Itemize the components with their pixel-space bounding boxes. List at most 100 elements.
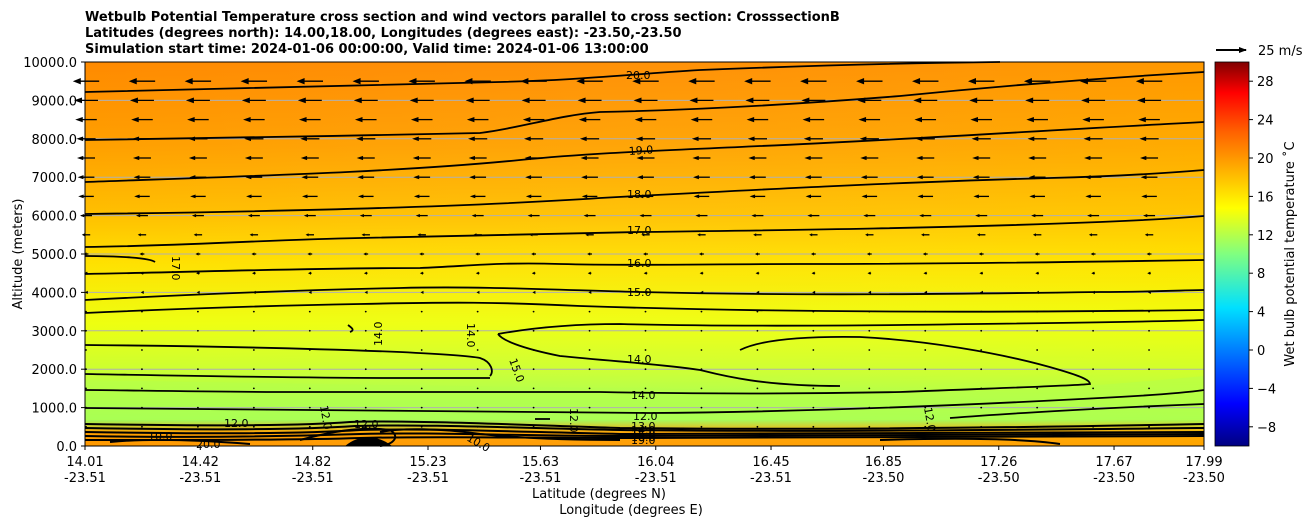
wind-vector — [1084, 155, 1103, 161]
wind-vector — [476, 387, 479, 390]
wind-vector — [308, 425, 311, 428]
quiver-key-label: 25 m/s — [1258, 44, 1303, 59]
wind-vector — [755, 252, 760, 256]
wind-vector — [188, 136, 208, 142]
wind-vector — [197, 425, 199, 428]
wind-vector — [1035, 290, 1039, 294]
wind-vector — [364, 368, 367, 371]
colorbar-tick-label: 16 — [1257, 190, 1274, 205]
wind-vector — [691, 136, 712, 142]
wind-vector — [532, 290, 536, 294]
wind-vector — [1141, 194, 1157, 199]
colorbar-tick-label: 8 — [1257, 267, 1265, 282]
wind-vector — [363, 271, 368, 275]
wind-vector — [922, 252, 928, 256]
wind-vector — [692, 155, 711, 161]
wind-vector — [1147, 271, 1151, 275]
wind-vector — [297, 97, 322, 104]
wind-vector — [1026, 117, 1048, 123]
contour-label: 14.0 — [372, 322, 385, 347]
wind-vector — [305, 233, 314, 237]
wind-vector — [1036, 368, 1039, 371]
colorbar — [1214, 61, 1250, 447]
wind-vector — [72, 78, 100, 85]
wind-vector — [1031, 214, 1044, 218]
wind-vector — [585, 233, 594, 237]
wind-vector — [1036, 387, 1039, 390]
contour-lines — [84, 61, 1205, 420]
contour-label: 12.0 — [224, 417, 249, 430]
wind-vector — [1027, 136, 1047, 142]
wind-vector — [812, 310, 815, 313]
wind-vector — [1023, 78, 1051, 85]
wind-vector — [1092, 310, 1094, 313]
wind-vector — [135, 214, 148, 218]
wind-vector — [1036, 329, 1039, 332]
wind-vector — [690, 117, 713, 123]
wind-vector — [756, 425, 759, 428]
wind-vector — [977, 233, 986, 237]
wind-vector — [1092, 349, 1094, 351]
wind-vector — [249, 233, 259, 237]
wind-vector — [914, 117, 937, 123]
x-tick-label-lon: -23.50 — [863, 471, 905, 486]
wind-vector — [476, 290, 480, 294]
wind-vector — [299, 117, 321, 123]
wind-vector — [522, 117, 545, 123]
wind-vector — [644, 349, 647, 351]
y-axis: 0.0 1000.0 2000.0 3000.0 4000.0 5000.0 6000.0 7… — [23, 56, 85, 455]
wind-vector — [85, 349, 87, 351]
contour-15a — [84, 286, 1205, 301]
wind-vector — [812, 387, 815, 390]
contour-label: 10.0 — [148, 430, 173, 443]
wind-vector — [699, 252, 704, 256]
contour-14e — [84, 335, 1091, 395]
y-tick-label: 4000.0 — [32, 286, 78, 301]
wind-vector — [532, 387, 535, 390]
wind-vector — [252, 368, 255, 371]
wind-vector — [364, 425, 367, 428]
wind-vector — [744, 78, 771, 85]
wind-vector — [361, 233, 370, 237]
wind-vector — [700, 425, 703, 428]
chart-title-line-2: Latitudes (degrees north): 14.00,18.00, … — [85, 26, 682, 41]
contour-label: 14.0 — [631, 424, 656, 437]
wind-vector — [246, 194, 262, 199]
wind-vector — [700, 349, 703, 351]
contour-16b — [84, 255, 156, 263]
wind-vector — [745, 97, 770, 104]
wind-vector — [755, 271, 760, 275]
wind-vector — [251, 252, 257, 256]
wind-vector — [924, 425, 927, 428]
wind-vector — [412, 136, 432, 142]
wind-vector — [524, 155, 543, 161]
wind-vector — [1029, 194, 1045, 199]
wind-vector — [532, 310, 535, 313]
contour-small-a — [347, 324, 354, 333]
wind-vector — [868, 329, 871, 332]
contour-label: 19.0 — [628, 143, 653, 158]
wind-vector — [1081, 97, 1106, 104]
wind-vector — [924, 349, 927, 351]
contour-label: 14.0 — [464, 323, 477, 348]
wind-vector — [1092, 425, 1094, 428]
contour-14d — [497, 333, 841, 387]
x-tick-label-lat: 17.67 — [1095, 455, 1132, 470]
wind-vector — [636, 155, 655, 161]
contour-14b — [497, 319, 1205, 335]
wind-vector — [588, 406, 591, 409]
wind-vector — [968, 78, 995, 85]
wind-vector — [643, 252, 648, 256]
wind-vector — [141, 368, 143, 371]
y-tick-label: 2000.0 — [32, 363, 78, 378]
wind-vector — [866, 252, 872, 256]
wind-vector — [756, 329, 759, 332]
wind-vector — [473, 233, 482, 237]
wind-vector — [1091, 290, 1095, 294]
colorbar-ticks: −8 −4 0 4 8 12 16 20 24 28 — [1249, 75, 1276, 436]
wind-vector — [693, 175, 710, 180]
wind-vector — [756, 387, 759, 390]
contour-12 — [949, 403, 1205, 419]
wind-vector — [475, 252, 481, 256]
wind-vector — [520, 78, 547, 85]
